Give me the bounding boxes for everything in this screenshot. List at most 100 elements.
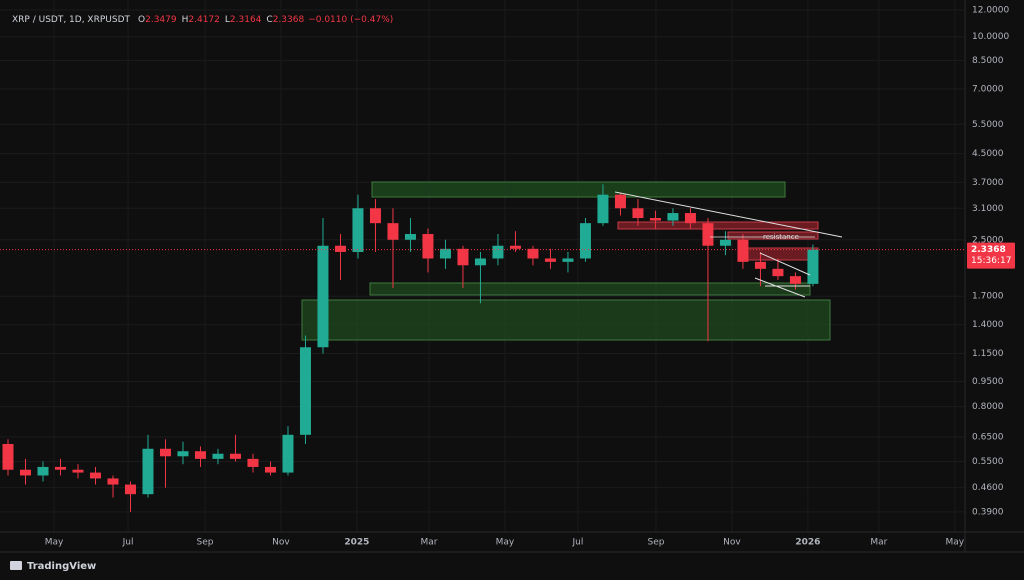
legend-text: H	[182, 15, 189, 25]
resistance-zone	[617, 221, 819, 230]
candle-body	[789, 276, 801, 284]
candle-body	[544, 258, 556, 262]
y-tick-label: 7.0000	[972, 84, 1004, 94]
candle-body	[124, 484, 136, 495]
support-zone	[369, 282, 811, 296]
y-tick-label: 10.0000	[972, 32, 1009, 42]
brand-logo	[10, 561, 22, 570]
legend-text: 2.3479	[145, 15, 177, 25]
candle-body	[509, 245, 521, 249]
y-tick-label: 3.1000	[972, 204, 1004, 214]
candle-body	[177, 451, 189, 457]
candle-body	[72, 469, 84, 473]
x-tick-label: Sep	[647, 538, 664, 548]
y-tick-label: 2.5000	[972, 235, 1004, 245]
candle-body	[89, 472, 101, 479]
x-tick-label: May	[496, 538, 515, 548]
candle-body	[614, 194, 626, 209]
y-tick-label: 12.0000	[972, 6, 1009, 16]
y-tick-label: 5.5000	[972, 120, 1004, 130]
candle-body	[369, 208, 381, 224]
countdown: 15:36:17	[971, 256, 1011, 266]
demand-zone	[301, 299, 831, 341]
x-tick-label: Sep	[197, 538, 214, 548]
candle-body	[737, 239, 749, 262]
candle-body	[212, 453, 224, 459]
candle-body	[649, 218, 661, 221]
candle-body	[334, 245, 346, 252]
x-tick-label: Mar	[421, 538, 438, 548]
last-price-label: 2.3368	[971, 245, 1006, 255]
legend-text: XRP / USDT, 1D, XRPUSDT	[12, 15, 131, 25]
brand: TradingView	[10, 561, 96, 572]
legend-header: XRP / USDT, 1D, XRPUSDT O2.3479 H2.4172 L2.…	[12, 15, 393, 25]
candle-body	[562, 258, 574, 262]
candle-body	[194, 451, 206, 459]
candle-body	[282, 434, 294, 473]
candle-body	[632, 208, 644, 219]
y-tick-label: 4.5000	[972, 149, 1004, 159]
candle-body	[597, 194, 609, 224]
x-tick-label: May	[946, 538, 965, 548]
x-tick-label: 2026	[795, 538, 820, 548]
legend-text: C	[266, 15, 272, 25]
candle-body	[142, 448, 154, 495]
candles	[2, 184, 819, 512]
x-tick-label: Jul	[571, 538, 583, 548]
support-zone	[371, 181, 786, 198]
candle-body	[457, 248, 469, 266]
last-price-box	[967, 242, 1015, 269]
annotation: resistance	[763, 233, 799, 241]
candle-body	[684, 213, 696, 224]
candle-body	[264, 466, 276, 473]
y-tick-label: 0.3900	[972, 507, 1004, 517]
candle-body	[579, 223, 591, 259]
y-tick-label: 0.6500	[972, 433, 1004, 443]
y-tick-label: 0.8000	[972, 402, 1004, 412]
candle-body	[422, 234, 434, 259]
candle-body	[474, 258, 486, 266]
y-tick-label: 1.7000	[972, 292, 1004, 302]
x-tick-label: 2025	[344, 538, 369, 548]
candle-body	[702, 223, 714, 246]
y-tick-label: 1.4000	[972, 320, 1004, 330]
candle-body	[492, 245, 504, 259]
x-tick-label: Jul	[122, 538, 134, 548]
candle-body	[107, 478, 119, 485]
candle-body	[772, 268, 784, 277]
y-tick-label: 0.5500	[972, 457, 1004, 467]
axes: 12.0000 10.0000 8.5000 7.0000 5.5000 4.5000 3.…	[0, 6, 1015, 548]
trend-line	[614, 191, 843, 238]
candle-body	[527, 248, 539, 259]
legend-text: L	[225, 15, 230, 25]
legend-text: 2.4172	[188, 15, 220, 25]
x-tick-label: Nov	[272, 538, 290, 548]
candle-body	[352, 208, 364, 252]
x-tick-label: May	[45, 538, 64, 548]
y-tick-label: 1.1500	[972, 349, 1004, 359]
candle-body	[404, 234, 416, 240]
candle-body	[19, 469, 31, 476]
candle-body	[317, 245, 329, 348]
wedge-line	[759, 252, 811, 276]
legend-text: −0.0110 (−0.47%)	[308, 15, 393, 25]
candle-body	[229, 453, 241, 459]
legend-text: 2.3368	[273, 15, 305, 25]
wedge-line	[754, 277, 806, 298]
legend-text: O	[138, 15, 145, 25]
legend-text: 2.3164	[230, 15, 262, 25]
candle-body	[807, 249, 819, 284]
y-tick-label: 3.7000	[972, 178, 1004, 188]
y-tick-label: 0.9500	[972, 377, 1004, 387]
candle-body	[439, 248, 451, 259]
y-tick-label: 8.5000	[972, 56, 1004, 66]
candle-body	[2, 443, 14, 470]
candle-body	[54, 466, 66, 470]
candle-body	[159, 448, 171, 457]
x-tick-label: Nov	[723, 538, 741, 548]
candle-body	[387, 223, 399, 240]
resistance-zone	[727, 231, 819, 240]
candle-body	[247, 458, 259, 467]
